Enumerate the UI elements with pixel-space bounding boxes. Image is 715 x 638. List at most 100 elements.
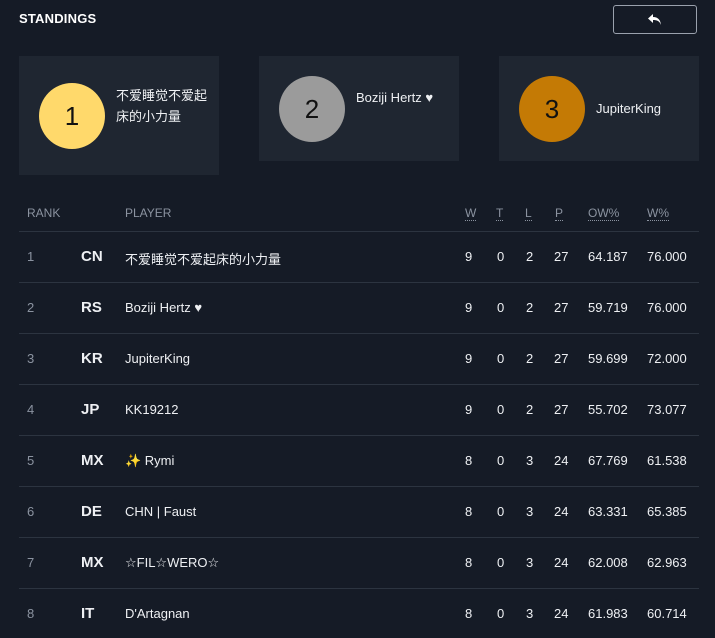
player-name: ✨ Rymi	[125, 453, 175, 468]
w-percent-cell: 72.000	[647, 351, 687, 366]
losses-cell: 2	[526, 249, 534, 264]
rank-cell: 1	[27, 249, 35, 264]
column-header-losses: L	[525, 206, 532, 221]
player-name: 不爱睡觉不爱起床的小力量	[125, 252, 282, 267]
ties-cell: 0	[497, 402, 505, 417]
ties-cell: 0	[497, 606, 505, 621]
table-row[interactable]: 5 MX ✨ Rymi 8 0 3 24 67.769 61.538	[19, 436, 699, 487]
losses-cell: 2	[526, 402, 534, 417]
w-percent-cell: 62.963	[647, 555, 687, 570]
points-cell: 24	[554, 453, 569, 468]
w-percent-cell: 76.000	[647, 249, 687, 264]
losses-cell: 2	[526, 300, 534, 315]
podium-rank-number: 3	[544, 93, 560, 124]
wins-cell: 8	[465, 504, 473, 519]
table-row[interactable]: 2 RS Boziji Hertz ♥ 9 0 2 27 59.719 76.000	[19, 283, 699, 334]
ow-percent-cell: 63.331	[588, 504, 628, 519]
wins-cell: 8	[465, 453, 473, 468]
column-header-wins: W	[465, 206, 477, 221]
podium-rank-number: 1	[64, 100, 80, 131]
podium-card-third: 3 JupiterKing	[499, 56, 699, 161]
table-header: RANK PLAYER W T L P OW% W%	[19, 196, 699, 232]
points-cell: 27	[554, 402, 569, 417]
ow-percent-cell: 59.699	[588, 351, 628, 366]
podium-rank-badge: 1	[39, 83, 105, 149]
country-code: MX	[81, 452, 104, 469]
player-name: D'Artagnan	[125, 606, 190, 621]
table-row[interactable]: 1 CN 不爱睡觉不爱起床的小力量 9 0 2 27 64.187 76.000	[19, 232, 699, 283]
table-row[interactable]: 7 MX ☆FIL☆WERO☆ 8 0 3 24 62.008 62.963	[19, 538, 699, 589]
back-arrow-icon	[647, 13, 663, 27]
standings-table: RANK PLAYER W T L P OW% W% 1 CN 不爱睡觉不爱起床的小…	[19, 196, 699, 638]
ties-cell: 0	[497, 351, 505, 366]
player-name: Boziji Hertz ♥	[125, 300, 203, 315]
podium-player-name: Boziji Hertz ♥	[356, 90, 434, 105]
wins-cell: 9	[465, 249, 473, 264]
column-header-player: PLAYER	[125, 206, 172, 220]
column-header-w-percent: W%	[647, 206, 669, 221]
w-percent-cell: 73.077	[647, 402, 687, 417]
rank-cell: 7	[27, 555, 35, 570]
ties-cell: 0	[497, 555, 505, 570]
podium-card-first: 1 不爱睡觉不爱起床的小力量	[19, 56, 219, 175]
wins-cell: 9	[465, 351, 473, 366]
country-code: KR	[81, 350, 103, 367]
w-percent-cell: 61.538	[647, 453, 687, 468]
country-code: MX	[81, 554, 104, 571]
rank-cell: 2	[27, 300, 35, 315]
points-cell: 27	[554, 300, 569, 315]
wins-cell: 8	[465, 555, 473, 570]
player-name: CHN | Faust	[125, 504, 197, 519]
ties-cell: 0	[497, 453, 505, 468]
rank-cell: 8	[27, 606, 35, 621]
rank-cell: 6	[27, 504, 35, 519]
points-cell: 27	[554, 351, 569, 366]
table-row[interactable]: 6 DE CHN | Faust 8 0 3 24 63.331 65.385	[19, 487, 699, 538]
back-button[interactable]	[613, 5, 697, 34]
table-row[interactable]: 4 JP KK19212 9 0 2 27 55.702 73.077	[19, 385, 699, 436]
country-code: DE	[81, 503, 102, 520]
column-header-rank: RANK	[27, 206, 61, 220]
player-name: JupiterKing	[125, 351, 191, 366]
podium-card-second: 2 Boziji Hertz ♥	[259, 56, 459, 161]
player-name: KK19212	[125, 402, 179, 417]
podium-player-name: JupiterKing	[596, 101, 662, 116]
ow-percent-cell: 61.983	[588, 606, 628, 621]
wins-cell: 9	[465, 402, 473, 417]
page-title: STANDINGS	[19, 11, 97, 26]
ow-percent-cell: 59.719	[588, 300, 628, 315]
podium-rank-badge: 2	[279, 76, 345, 142]
wins-cell: 8	[465, 606, 473, 621]
points-cell: 27	[554, 249, 569, 264]
points-cell: 24	[554, 555, 569, 570]
ties-cell: 0	[497, 504, 505, 519]
ow-percent-cell: 55.702	[588, 402, 628, 417]
w-percent-cell: 76.000	[647, 300, 687, 315]
ow-percent-cell: 64.187	[588, 249, 628, 264]
column-header-ow-percent: OW%	[588, 206, 620, 221]
losses-cell: 3	[526, 606, 534, 621]
points-cell: 24	[554, 504, 569, 519]
losses-cell: 2	[526, 351, 534, 366]
podium-player-name: 不爱睡觉不爱起床的小力量	[116, 88, 208, 124]
column-header-ties: T	[496, 206, 504, 221]
country-code: IT	[81, 605, 95, 622]
w-percent-cell: 60.714	[647, 606, 687, 621]
country-code: JP	[81, 401, 100, 418]
ties-cell: 0	[497, 300, 505, 315]
ties-cell: 0	[497, 249, 505, 264]
country-code: CN	[81, 248, 103, 265]
wins-cell: 9	[465, 300, 473, 315]
country-code: RS	[81, 299, 102, 316]
table-row[interactable]: 8 IT D'Artagnan 8 0 3 24 61.983 60.714	[19, 589, 699, 638]
losses-cell: 3	[526, 453, 534, 468]
column-header-points: P	[555, 206, 564, 221]
podium-rank-badge: 3	[519, 76, 585, 142]
rank-cell: 3	[27, 351, 35, 366]
losses-cell: 3	[526, 555, 534, 570]
table-row[interactable]: 3 KR JupiterKing 9 0 2 27 59.699 72.000	[19, 334, 699, 385]
rank-cell: 5	[27, 453, 35, 468]
podium-rank-number: 2	[304, 93, 320, 124]
ow-percent-cell: 67.769	[588, 453, 628, 468]
